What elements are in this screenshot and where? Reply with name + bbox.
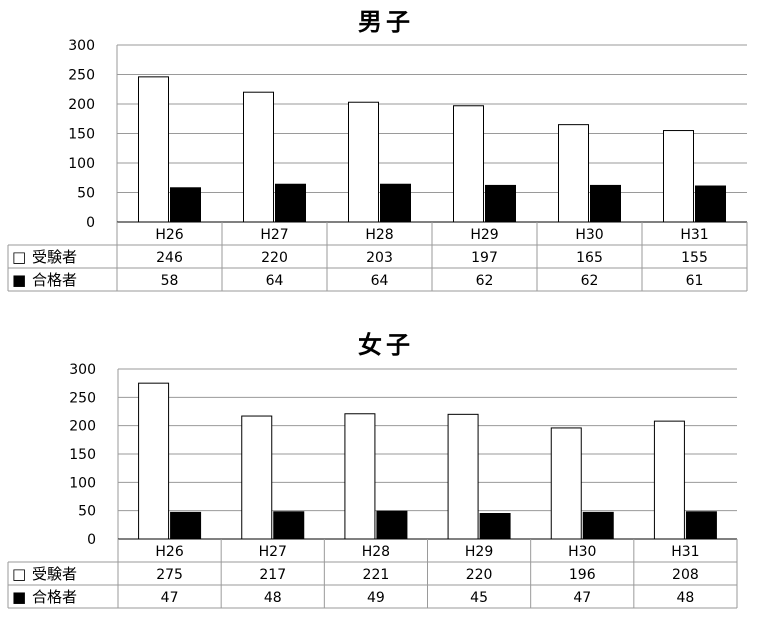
data-label: 165	[576, 250, 603, 266]
chart-title-female: 女子	[358, 331, 414, 359]
bar-passers	[485, 184, 516, 223]
y-tick-label: 300	[68, 38, 95, 54]
bar-passers	[376, 510, 408, 540]
legend-name-passers: 合格者	[32, 271, 77, 289]
bar-examinees	[663, 130, 694, 223]
data-label: 246	[156, 250, 183, 266]
bar-passers	[170, 511, 202, 540]
data-label: 221	[363, 567, 390, 583]
category-label: H28	[362, 544, 390, 560]
category-label: H28	[365, 227, 393, 243]
data-label: 217	[259, 567, 286, 583]
y-tick-label: 200	[68, 97, 95, 113]
bar-examinees	[653, 420, 685, 540]
bar-passers	[275, 183, 306, 223]
data-label: 208	[672, 567, 699, 583]
data-label: 220	[466, 567, 493, 583]
bar-passers	[695, 185, 726, 223]
chart-title-male: 男子	[358, 8, 414, 36]
bar-examinees	[138, 382, 170, 540]
category-label: H31	[680, 227, 708, 243]
data-label: 45	[470, 590, 488, 606]
bar-examinees	[241, 415, 273, 540]
data-label: 48	[677, 590, 695, 606]
data-label: 155	[681, 250, 708, 266]
y-tick-label: 300	[69, 362, 96, 378]
bar-passers	[590, 184, 621, 223]
y-tick-label: 50	[77, 186, 95, 202]
category-label: H27	[259, 544, 287, 560]
bar-examinees	[453, 105, 484, 223]
data-label: 196	[569, 567, 596, 583]
data-label: 62	[581, 273, 599, 289]
y-tick-label: 150	[68, 127, 95, 143]
legend-marker-examinees: □	[12, 565, 26, 583]
bar-examinees	[550, 427, 582, 540]
category-label: H27	[260, 227, 288, 243]
category-label: H26	[155, 544, 183, 560]
y-tick-label: 100	[68, 156, 95, 172]
bar-passers	[273, 511, 305, 540]
category-label: H30	[575, 227, 603, 243]
data-label: 275	[156, 567, 183, 583]
data-label: 48	[264, 590, 282, 606]
bar-passers	[479, 513, 511, 540]
category-label: H26	[155, 227, 183, 243]
category-label: H30	[568, 544, 596, 560]
y-tick-label: 250	[69, 390, 96, 406]
legend-marker-passers: ■	[12, 588, 26, 606]
male-chart: 0 50 100 150 200 250 300 H26 H27 H28 H29 H30 H31 □ 受験者…	[7, 38, 748, 292]
data-label: 62	[476, 273, 494, 289]
data-label: 61	[686, 273, 704, 289]
data-label: 197	[471, 250, 498, 266]
legend-name-passers: 合格者	[32, 588, 77, 606]
data-label: 47	[573, 590, 591, 606]
data-label: 47	[161, 590, 179, 606]
category-label: H29	[465, 544, 493, 560]
category-label: H31	[671, 544, 699, 560]
bar-passers	[582, 511, 614, 540]
y-tick-label: 150	[69, 447, 96, 463]
y-tick-label: 50	[78, 504, 96, 520]
y-tick-label: 0	[86, 215, 95, 231]
data-label: 58	[161, 273, 179, 289]
bar-examinees	[348, 101, 379, 223]
category-label: H29	[470, 227, 498, 243]
data-label: 203	[366, 250, 393, 266]
bar-examinees	[344, 413, 376, 540]
y-tick-label: 100	[69, 475, 96, 491]
legend-name-examinees: 受験者	[32, 565, 77, 583]
bar-passers	[685, 511, 717, 540]
legend-marker-examinees: □	[12, 248, 26, 266]
data-label: 64	[266, 273, 284, 289]
y-tick-label: 0	[87, 532, 96, 548]
bar-examinees	[447, 413, 479, 540]
data-label: 220	[261, 250, 288, 266]
bar-examinees	[558, 124, 589, 223]
legend-name-examinees: 受験者	[32, 248, 77, 266]
legend-marker-passers: ■	[12, 271, 26, 289]
y-tick-label: 200	[69, 419, 96, 435]
data-label: 64	[371, 273, 389, 289]
bar-passers	[380, 183, 411, 223]
data-label: 49	[367, 590, 385, 606]
y-tick-label: 250	[68, 68, 95, 84]
